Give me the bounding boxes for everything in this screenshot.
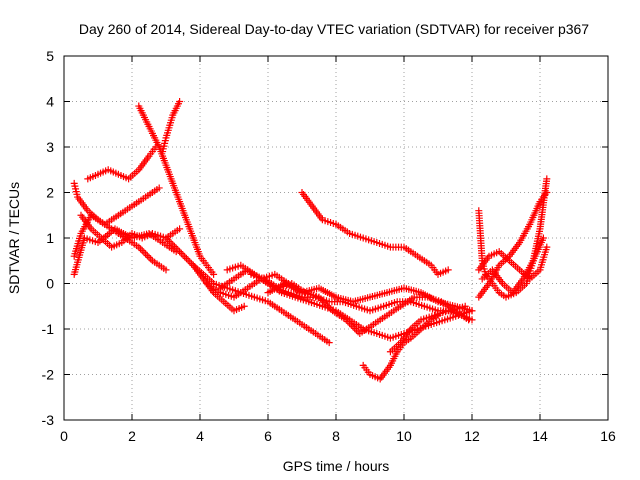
series-track-20 <box>475 243 551 283</box>
x-axis-label: GPS time / hours <box>283 458 390 474</box>
x-tick-label: 6 <box>264 428 272 444</box>
series-track-17 <box>386 307 476 356</box>
series-track-21 <box>478 234 547 297</box>
trace-marker <box>137 245 144 253</box>
trace-marker <box>186 258 194 266</box>
trace-marker <box>172 244 180 252</box>
trace-marker <box>142 250 150 258</box>
data-layer <box>70 98 551 383</box>
trace-marker <box>182 254 190 262</box>
trace-marker <box>164 236 172 244</box>
x-tick-label: 4 <box>196 428 204 444</box>
data-point <box>468 316 476 324</box>
series-track-15 <box>298 189 452 278</box>
trace-marker <box>147 255 155 263</box>
x-tick-label: 12 <box>464 428 480 444</box>
series-track-14 <box>264 280 476 315</box>
trace-marker <box>325 303 333 311</box>
data-point <box>176 98 184 105</box>
data-point <box>315 293 323 301</box>
trace-marker <box>177 249 185 257</box>
series-track-7 <box>159 98 184 156</box>
trace-marker <box>171 243 178 251</box>
y-axis-label: SDTVAR / TECUs <box>6 182 22 294</box>
x-tick-label: 10 <box>396 428 412 444</box>
trace-marker <box>318 297 326 305</box>
trace-marker <box>327 305 335 313</box>
series-track-4 <box>84 143 160 183</box>
data-point <box>162 266 170 274</box>
series-track-12 <box>216 266 469 315</box>
data-point <box>162 234 170 242</box>
series-track-19 <box>475 189 551 301</box>
x-tick-label: 8 <box>332 428 340 444</box>
trace-marker <box>351 324 359 332</box>
trace-marker <box>167 239 175 247</box>
data-point <box>176 248 184 256</box>
data-point <box>176 225 184 233</box>
data-point <box>210 270 218 278</box>
data-point <box>444 266 452 274</box>
trace-marker <box>165 237 173 245</box>
trace-marker <box>143 252 151 260</box>
data-point <box>135 243 143 251</box>
chart-title: Day 260 of 2014, Sidereal Day-to-day VTE… <box>79 21 589 37</box>
trace-marker <box>169 241 177 249</box>
trace-marker <box>352 326 360 334</box>
trace-marker <box>179 251 187 259</box>
trace-marker <box>349 323 357 331</box>
data-point <box>539 234 547 242</box>
trace-marker <box>140 248 148 256</box>
data-point <box>543 175 551 183</box>
y-tick-label: 1 <box>46 230 54 246</box>
trace-marker <box>347 321 355 329</box>
trace-marker <box>320 298 328 306</box>
trace-marker <box>344 318 352 326</box>
series-track-16 <box>359 311 442 383</box>
y-tick-label: -2 <box>42 367 55 383</box>
y-tick-label: 5 <box>46 48 54 64</box>
x-tick-label: 0 <box>60 428 68 444</box>
series-track-6 <box>135 102 218 278</box>
trace-marker <box>184 256 192 264</box>
trace-marker <box>346 319 354 327</box>
trace-marker <box>317 295 325 303</box>
grid <box>64 56 608 420</box>
data-point <box>325 339 333 347</box>
x-tick-label: 16 <box>600 428 616 444</box>
trace-marker <box>181 253 189 261</box>
series-track-5 <box>77 211 184 251</box>
y-tick-label: 4 <box>46 94 54 110</box>
data-point <box>543 243 551 251</box>
trace-marker <box>188 260 195 268</box>
y-tick-label: 2 <box>46 185 54 201</box>
x-tick-label: 14 <box>532 428 548 444</box>
y-tick-label: -3 <box>42 412 55 428</box>
data-point <box>468 307 476 315</box>
trace-marker <box>138 247 146 255</box>
y-tick-label: -1 <box>42 321 55 337</box>
trace-marker <box>174 246 182 254</box>
data-point <box>240 302 248 310</box>
trace-marker <box>324 302 331 310</box>
data-point <box>342 316 350 324</box>
trace-marker <box>145 253 153 261</box>
y-tick-label: 0 <box>46 276 54 292</box>
data-point <box>543 189 551 196</box>
x-tick-label: 2 <box>128 428 136 444</box>
trace-marker <box>322 300 330 308</box>
y-tick-label: 3 <box>46 139 54 155</box>
data-point <box>155 184 163 192</box>
